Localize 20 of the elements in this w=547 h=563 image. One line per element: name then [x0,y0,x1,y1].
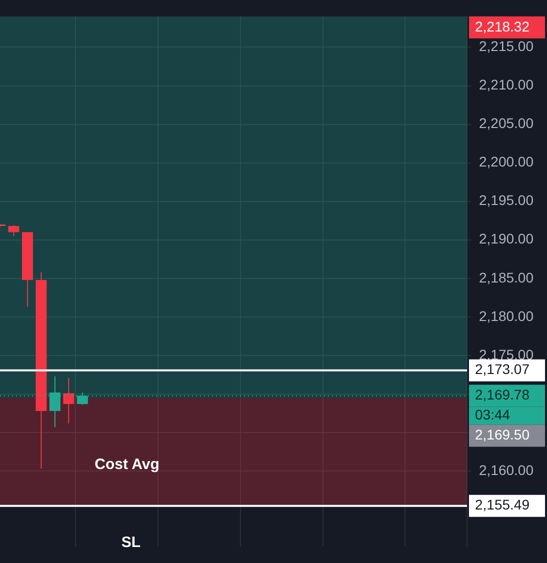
y-tick-label: 2,210.00 [479,76,534,93]
ref-line-label: 2,155.49 [475,496,530,513]
y-tick-label: 2,205.00 [479,115,534,132]
y-tick-label: 2,185.00 [479,269,534,286]
text: 2,218.32 [475,18,530,34]
y-tick-label: 2,215.00 [479,38,534,54]
ref-line-label: 2,173.07 [475,361,530,378]
candlestick [8,224,20,237]
text: 03:44 [475,406,510,423]
text: 2,169.50 [475,426,530,443]
y-tick-label: 2,200.00 [479,154,534,170]
y-tick-label: 2,190.00 [479,230,534,247]
ref-line-label: 2,169.78 [475,386,530,403]
annotation: SL [121,534,141,551]
y-tick-label: 2,160.00 [479,462,534,478]
y-tick-label: 2,195.00 [479,192,534,208]
y-tick-label: 2,175.00 [479,346,534,362]
candlestick [63,377,74,424]
y-tick-label: 2,180.00 [479,308,534,324]
band-label: Cost Avg [94,456,160,473]
